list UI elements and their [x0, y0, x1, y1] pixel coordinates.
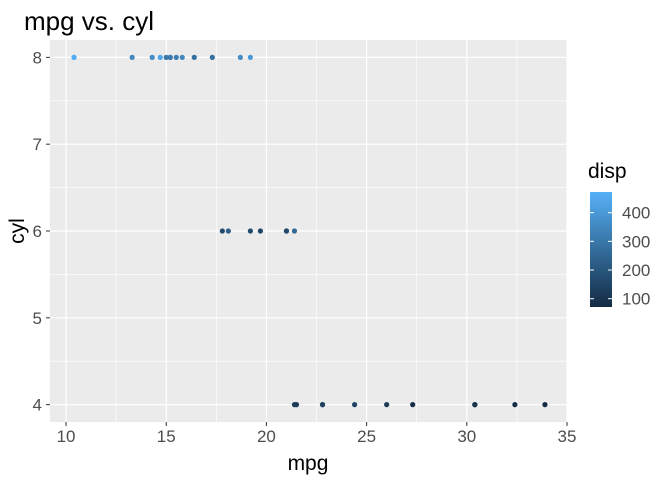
y-tick-label: 5 — [33, 309, 42, 328]
data-point — [351, 402, 358, 408]
major-gridlines — [50, 40, 568, 422]
data-point — [219, 228, 225, 234]
data-point — [237, 54, 243, 60]
x-axis-title: mpg — [288, 452, 329, 475]
data-point — [472, 402, 478, 408]
data-point — [291, 402, 298, 408]
data-point — [129, 54, 135, 60]
y-tick-label: 8 — [33, 48, 42, 67]
x-tick-label: 25 — [357, 427, 376, 446]
y-tick-label: 6 — [33, 222, 42, 241]
x-tick-label: 10 — [57, 427, 76, 446]
x-axis-ticks: 10 15 20 25 30 35 — [57, 422, 577, 446]
data-point — [247, 54, 253, 60]
data-point — [410, 402, 416, 408]
data-point — [167, 54, 173, 60]
legend-title: disp — [588, 160, 627, 183]
y-tick-label: 4 — [33, 396, 42, 415]
data-point — [257, 228, 264, 234]
data-point — [291, 228, 298, 234]
legend-tick-label: 200 — [622, 261, 650, 280]
data-point — [283, 228, 290, 234]
legend-ticks: 100 200 300 400 — [590, 204, 650, 309]
data-point — [247, 228, 253, 234]
y-axis-ticks: 4 5 6 7 8 — [33, 48, 50, 415]
data-point — [512, 402, 518, 408]
y-axis-title: cyl — [6, 218, 29, 244]
data-point — [71, 54, 77, 60]
data-points — [71, 54, 548, 408]
x-tick-label: 15 — [157, 427, 176, 446]
x-tick-label: 30 — [457, 427, 476, 446]
legend-tick-label: 400 — [622, 204, 650, 223]
y-tick-label: 7 — [33, 135, 42, 154]
data-point — [179, 54, 185, 60]
data-point — [149, 54, 155, 60]
legend-tick-label: 300 — [622, 232, 650, 251]
legend-colorbar — [590, 192, 612, 307]
data-point — [542, 402, 548, 408]
data-point — [173, 54, 179, 60]
data-point — [384, 402, 390, 408]
color-legend: disp 100 200 300 400 — [588, 160, 650, 309]
data-point — [225, 228, 231, 234]
data-point — [191, 54, 197, 60]
x-tick-label: 20 — [257, 427, 276, 446]
chart-title: mpg vs. cyl — [24, 6, 154, 36]
legend-tick-label: 100 — [622, 290, 650, 309]
data-point — [157, 54, 163, 60]
data-point — [209, 54, 215, 60]
data-point — [319, 402, 326, 408]
x-tick-label: 35 — [558, 427, 577, 446]
data-point — [163, 54, 169, 60]
